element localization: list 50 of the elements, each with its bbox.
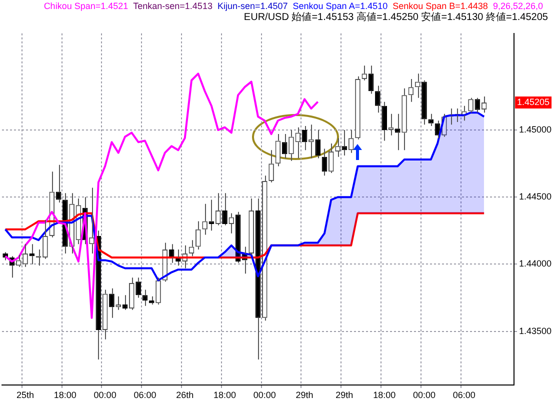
x-tick-label: 18:00 (373, 390, 396, 400)
candlestick (295, 126, 301, 159)
chart-title: EUR/USD 始値=1.45153 高値=1.45250 安値=1.45130 終値=1.45205 (242, 12, 548, 24)
x-tick-label: 00:00 (253, 390, 276, 400)
candlestick (375, 85, 380, 114)
candlestick (248, 198, 254, 256)
candlestick (109, 288, 114, 318)
candlestick (428, 113, 434, 126)
x-tick-label: 18:00 (54, 390, 76, 400)
x-tick-label: 00:00 (412, 390, 436, 400)
candlestick (355, 76, 360, 140)
candlestick (328, 142, 334, 174)
text: 1.45205 (517, 96, 550, 107)
y-tick-label: 1.44000 (519, 258, 552, 269)
x-tick-label: 00:00 (94, 390, 116, 400)
candlestick (42, 219, 48, 260)
candlestick (142, 289, 148, 306)
candlestick (268, 150, 274, 183)
candlestick (102, 289, 108, 340)
candlestick (156, 277, 161, 305)
x-tick-label: 26th (176, 390, 194, 400)
x-tick-label: 06:00 (452, 390, 476, 400)
candlestick (288, 130, 294, 162)
text: Tenkan-sen=1.4513 (133, 1, 212, 11)
y-tick-label: 1.43500 (519, 326, 552, 336)
text: Kijun-sen=1.4507 (217, 1, 288, 11)
candlestick (348, 130, 354, 154)
y-tick-label: 1.45000 (519, 124, 552, 135)
candlestick (222, 192, 228, 226)
x-tick-label: 06:00 (134, 390, 156, 400)
y-tick-label: 1.44500 (519, 192, 552, 202)
candlestick (382, 101, 387, 142)
x-tick-label: 29th (336, 390, 354, 400)
candlestick (129, 277, 134, 310)
candlestick (434, 120, 440, 139)
candlestick (262, 175, 268, 322)
candlestick (136, 277, 141, 298)
x-tick-label: 29th (296, 390, 314, 400)
candlestick (468, 97, 474, 114)
text: Chikou Span=1.4521 (44, 1, 128, 11)
candlestick (22, 244, 28, 268)
candlestick (195, 220, 201, 250)
x-tick-label: 18:00 (213, 390, 236, 400)
candlestick (315, 130, 321, 159)
x-tick-label: 25th (16, 390, 34, 400)
text: Senkou Span A=1.4510 (292, 1, 388, 11)
candlestick (402, 88, 407, 151)
text: Senkou Span B=1.4438 (392, 1, 488, 11)
candlestick (215, 192, 221, 226)
text: 9,26,52,26,0 (492, 1, 543, 11)
